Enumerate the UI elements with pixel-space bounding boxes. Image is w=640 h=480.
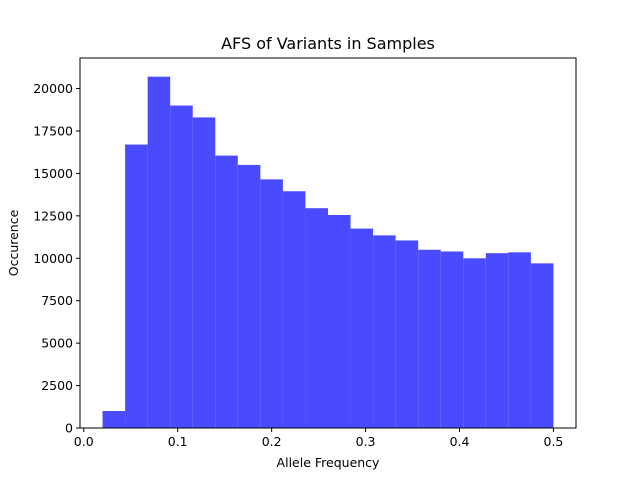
histogram-bar [170, 105, 193, 428]
histogram-bar [328, 214, 351, 428]
y-tick-label: 12500 [33, 208, 73, 223]
x-axis: 0.0 0.1 0.2 0.3 0.4 0.5 [74, 428, 564, 449]
x-axis-label: Allele Frequency [277, 455, 381, 470]
histogram-bar [485, 253, 509, 428]
y-axis-label: Occurence [6, 209, 21, 276]
plot-area-frame [79, 57, 577, 429]
histogram-bar [237, 164, 261, 428]
x-tick-label: 0.1 [168, 434, 188, 449]
chart-title: AFS of Variants in Samples [221, 34, 435, 53]
histogram-bar [508, 252, 531, 428]
x-tick-label: 0.3 [356, 434, 376, 449]
y-tick-label: 17500 [33, 123, 73, 138]
histogram-bar [305, 208, 328, 428]
histogram-bar [147, 76, 171, 428]
histogram-bar [102, 411, 126, 428]
y-tick-label: 10000 [33, 251, 73, 266]
bars [102, 76, 554, 428]
histogram-bar [260, 179, 283, 428]
histogram-bar [463, 258, 486, 428]
y-tick-label: 15000 [33, 166, 73, 181]
histogram-bar [440, 251, 464, 428]
y-tick-label: 20000 [33, 81, 73, 96]
histogram-bar [125, 144, 148, 428]
x-tick-label: 0.2 [262, 434, 282, 449]
histogram-bar [530, 263, 554, 428]
x-tick-label: 0.4 [450, 434, 470, 449]
histogram-bar [282, 191, 306, 428]
y-tick-label: 5000 [41, 336, 73, 351]
y-axis: 0 2500 5000 7500 10000 12500 15000 17500 20000 [33, 81, 80, 436]
histogram-bar [350, 228, 374, 428]
histogram-bar [418, 249, 441, 428]
histogram-bar [395, 240, 419, 428]
y-tick-label: 7500 [41, 293, 73, 308]
y-tick-label: 2500 [41, 378, 73, 393]
histogram-bar [373, 235, 396, 428]
x-tick-label: 0.0 [74, 434, 94, 449]
histogram-bar [215, 155, 238, 428]
histogram-bar [192, 117, 216, 428]
y-tick-label: 0 [65, 421, 73, 436]
x-tick-label: 0.5 [544, 434, 564, 449]
